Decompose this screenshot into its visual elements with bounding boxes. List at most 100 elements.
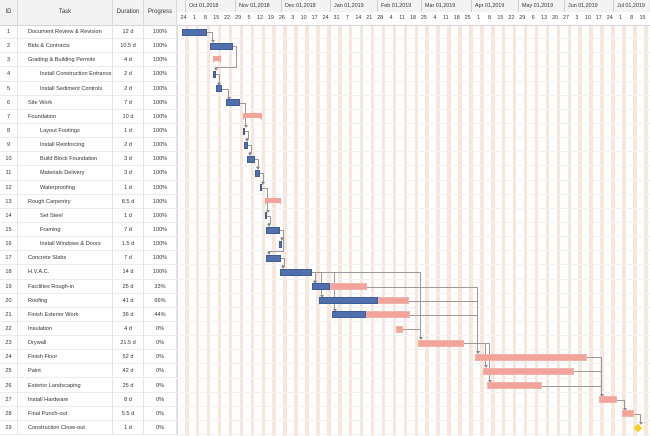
table-row[interactable]: 11 Materials Delivery 3 d 100%: [0, 166, 177, 181]
task-bar-remaining[interactable]: [483, 367, 574, 375]
header-duration[interactable]: Duration: [113, 0, 144, 25]
arrow-down-icon: [265, 209, 270, 213]
task-bar-complete[interactable]: [332, 311, 367, 319]
task-bar-remaining[interactable]: [599, 396, 617, 404]
table-row[interactable]: 3 Grading & Building Permits 4 d 100%: [0, 53, 177, 68]
arrow-down-icon: [213, 68, 218, 72]
task-bar-remaining[interactable]: [475, 353, 587, 361]
table-row[interactable]: 5 Install Sediment Controls 2 d 100%: [0, 81, 177, 96]
dependency-line: [315, 272, 316, 280]
task-bar-complete[interactable]: [216, 85, 222, 93]
task-id: 9: [0, 138, 18, 153]
table-row[interactable]: 17 Concrete Slabs 7 d 100%: [0, 251, 177, 266]
table-row[interactable]: 9 Install Reinforcing 2 d 100%: [0, 138, 177, 153]
task-id: 2: [0, 39, 18, 54]
table-row[interactable]: 12 Waterproofing 1 d 100%: [0, 180, 177, 195]
table-row[interactable]: 25 Paint 42 d 0%: [0, 364, 177, 379]
task-bar-complete[interactable]: [312, 283, 331, 291]
task-bar-complete[interactable]: [260, 184, 262, 192]
summary-bar[interactable]: [243, 112, 262, 120]
table-row[interactable]: 23 Drywall 21.5 d 0%: [0, 336, 177, 351]
summary-bar[interactable]: [265, 197, 281, 205]
table-row[interactable]: 18 H.V.A.C. 14 d 100%: [0, 265, 177, 280]
table-row[interactable]: 29 Construction Close-out 1 d 0%: [0, 420, 177, 436]
task-bar-complete[interactable]: [266, 254, 281, 262]
task-id: 25: [0, 364, 18, 379]
table-row[interactable]: 16 Install Windows & Doors 1.5 d 100%: [0, 237, 177, 252]
header-progress[interactable]: Progress: [144, 0, 177, 25]
dependency-line: [236, 46, 237, 68]
table-row[interactable]: 28 Final Punch-out 5.5 d 0%: [0, 406, 177, 421]
task-bar-complete[interactable]: [266, 226, 280, 234]
header-id[interactable]: ID: [0, 0, 18, 25]
task-bar-remaining[interactable]: [622, 410, 634, 418]
table-row[interactable]: 20 Roofing 41 d 66%: [0, 293, 177, 308]
dependency-line: [410, 314, 478, 316]
dependency-line: [617, 399, 625, 401]
task-bar-complete[interactable]: [210, 42, 233, 50]
task-duration: 14 d: [113, 265, 144, 280]
task-progress: 0%: [144, 321, 177, 336]
week-label: 12: [256, 15, 263, 21]
task-bar-complete[interactable]: [226, 99, 240, 107]
table-row[interactable]: 6 Site Work 7 d 100%: [0, 95, 177, 110]
dependency-line: [249, 152, 252, 154]
week-label: 15: [497, 15, 504, 21]
task-bar-remaining[interactable]: [330, 283, 367, 291]
table-row[interactable]: 13 Rough Carpentry 8.5 d 100%: [0, 194, 177, 209]
dependency-line: [314, 279, 316, 281]
task-bar-complete[interactable]: [247, 155, 255, 163]
table-row[interactable]: 7 Foundation 10 d 100%: [0, 109, 177, 124]
task-progress: 100%: [144, 194, 177, 209]
table-row[interactable]: 24 Finish Floor 52 d 0%: [0, 350, 177, 365]
table-row[interactable]: 21 Finish Exterior Work 36 d 44%: [0, 307, 177, 322]
week-label: 20: [552, 15, 559, 21]
task-bar-complete[interactable]: [265, 212, 267, 220]
table-row[interactable]: 19 Facilities Rough-in 25 d 33%: [0, 279, 177, 294]
weekend-stripe: [545, 25, 550, 436]
task-name: Site Work: [18, 95, 113, 110]
header-task[interactable]: Task: [18, 0, 113, 25]
dependency-line: [263, 173, 264, 181]
dependency-line: [334, 272, 335, 309]
weekend-stripe: [195, 25, 200, 436]
task-bar-complete[interactable]: [279, 240, 282, 248]
task-bar-remaining[interactable]: [487, 382, 542, 390]
table-row[interactable]: 14 Set Steel 1 d 100%: [0, 208, 177, 223]
dependency-line: [251, 145, 252, 153]
table-row[interactable]: 26 Exterior Landscaping 25 d 0%: [0, 378, 177, 393]
task-bar-complete[interactable]: [243, 127, 245, 135]
task-bar-complete[interactable]: [244, 141, 248, 149]
weekend-stripe: [480, 25, 484, 436]
arrow-down-icon: [279, 238, 284, 242]
week-label: 4: [433, 15, 437, 21]
task-bar-remaining[interactable]: [418, 339, 464, 347]
table-row[interactable]: 2 Bids & Contracts 10.5 d 100%: [0, 39, 177, 54]
table-row[interactable]: 4 Install Construction Entrance 2 d 100%: [0, 67, 177, 82]
row-divider: [177, 122, 650, 124]
task-bar-complete[interactable]: [213, 70, 216, 78]
task-bar-complete[interactable]: [255, 169, 260, 177]
summary-bar[interactable]: [213, 56, 221, 64]
task-bar-remaining[interactable]: [396, 325, 403, 333]
row-divider: [177, 292, 650, 294]
table-row[interactable]: 22 Insulation 4 d 0%: [0, 321, 177, 337]
table-row[interactable]: 27 Install Hardware 8 d 0%: [0, 392, 177, 407]
row-divider: [177, 419, 650, 421]
month-label: Jun 01,2019: [564, 0, 613, 12]
weekend-stripe: [327, 25, 331, 436]
table-row[interactable]: 1 Document Review & Revision 12 d 100%: [0, 25, 177, 40]
task-bar-complete[interactable]: [319, 297, 379, 305]
table-row[interactable]: 10 Build Block Foundation 3 d 100%: [0, 152, 177, 167]
row-divider: [177, 94, 650, 96]
task-duration: 1 d: [113, 123, 144, 138]
task-bar-complete[interactable]: [280, 268, 312, 276]
task-bar-remaining[interactable]: [366, 311, 410, 319]
dependency-line: [219, 74, 220, 82]
table-row[interactable]: 15 Framing 7 d 100%: [0, 222, 177, 238]
table-row[interactable]: 8 Layout Footings 1 d 100%: [0, 123, 177, 139]
task-bar-complete[interactable]: [182, 28, 207, 36]
task-name: Paint: [18, 364, 113, 379]
task-bar-remaining[interactable]: [378, 297, 409, 305]
week-label: 22: [224, 15, 231, 21]
